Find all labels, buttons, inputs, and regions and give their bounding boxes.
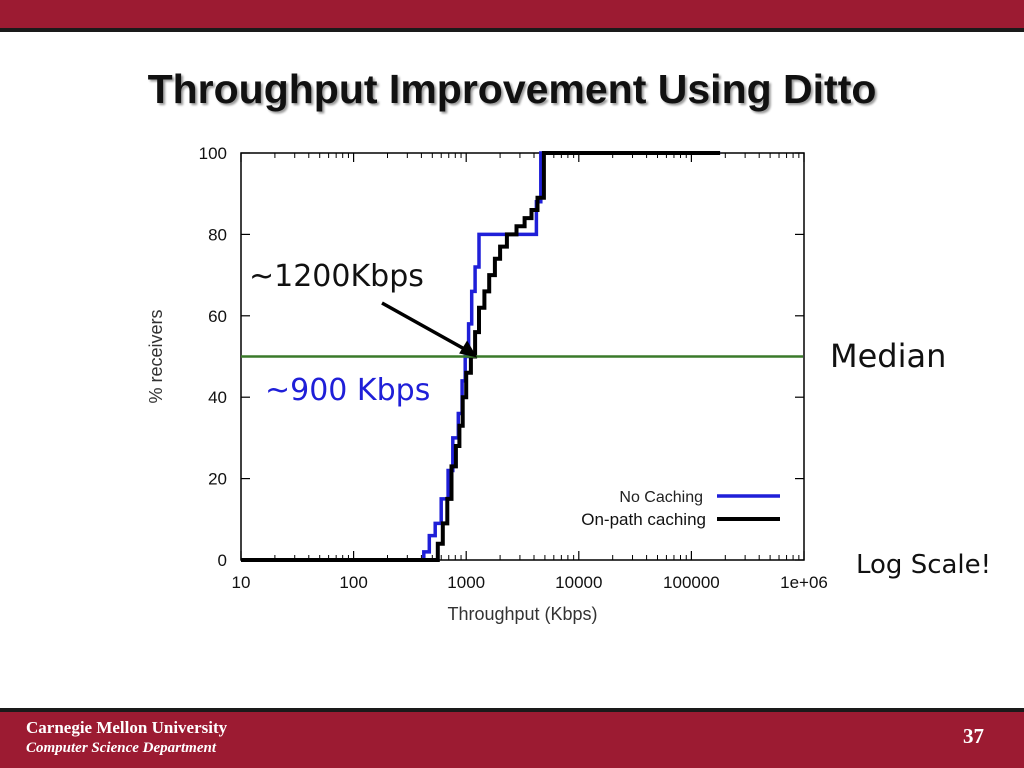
top-banner [0, 0, 1024, 28]
y-tick-label: 100 [199, 144, 227, 163]
median-arrow [381, 301, 468, 353]
log-scale-note: Log Scale! [856, 550, 992, 580]
y-tick-label: 40 [208, 388, 227, 407]
footer-divider [0, 708, 1024, 712]
median-label: Median [830, 337, 947, 375]
on-path-median-label: ~1200Kbps [249, 259, 424, 294]
x-tick-label: 10 [232, 573, 251, 592]
department-name: Computer Science Department [26, 740, 216, 756]
y-axis-label: % receivers [146, 309, 166, 403]
top-divider [0, 28, 1024, 32]
legend-label-no-caching: No Caching [619, 489, 703, 506]
median-arrowhead [459, 340, 478, 358]
x-tick-label: 1e+06 [780, 573, 828, 592]
x-tick-label: 1000 [447, 573, 485, 592]
university-name: Carnegie Mellon University [26, 718, 228, 737]
page-number: 37 [963, 724, 984, 748]
x-tick-label: 10000 [555, 573, 602, 592]
x-tick-label: 100 [339, 573, 367, 592]
slide-title: Throughput Improvement Using Ditto [147, 66, 877, 112]
y-tick-label: 0 [218, 551, 227, 570]
y-tick-label: 20 [208, 470, 227, 489]
footer-banner: Carnegie Mellon University Computer Scie… [0, 712, 1024, 768]
x-tick-label: 100000 [663, 573, 720, 592]
y-tick-label: 60 [208, 307, 227, 326]
series-line-on-path-caching [241, 151, 721, 562]
y-tick-label: 80 [208, 225, 227, 244]
x-axis-label: Throughput (Kbps) [447, 604, 597, 624]
legend-label-on-path-caching: On-path caching [581, 510, 706, 529]
no-cache-median-label: ~900 Kbps [265, 373, 431, 408]
